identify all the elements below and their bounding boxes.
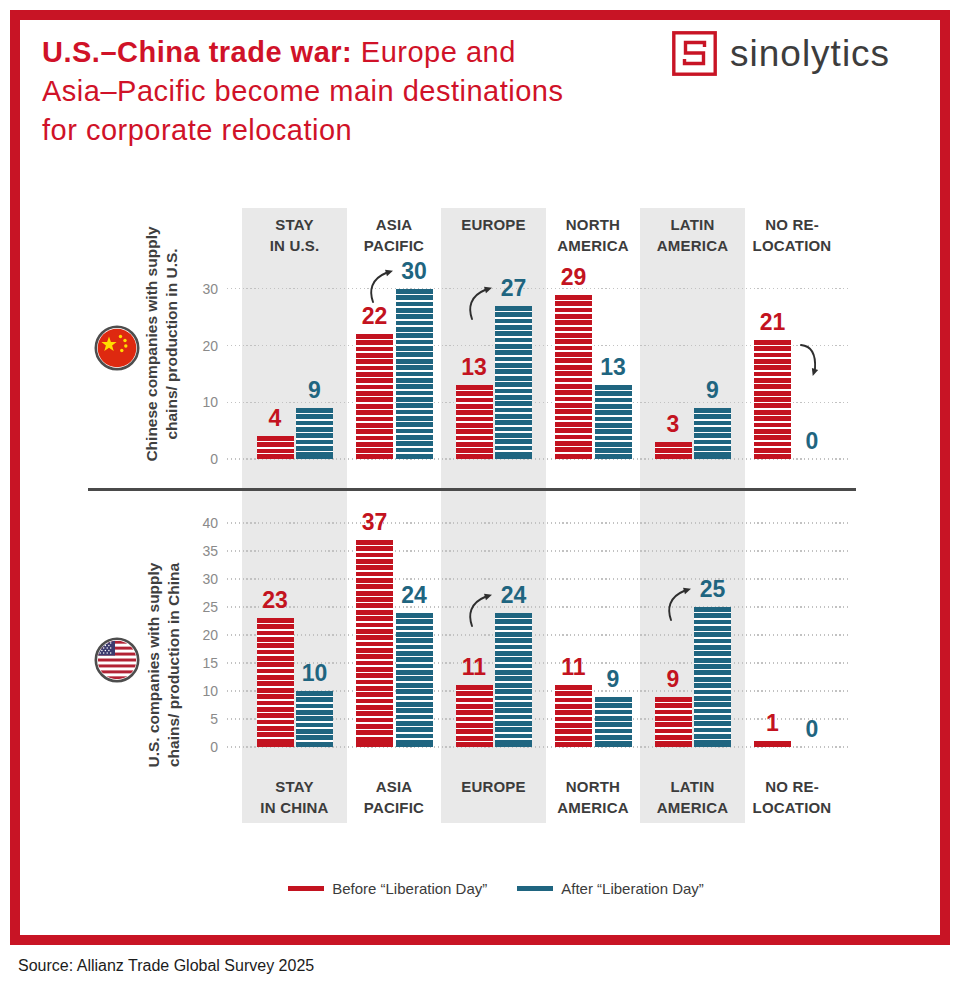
value-label: 9 — [685, 377, 741, 403]
value-label: 27 — [486, 275, 542, 301]
legend: Before “Liberation Day” After “Liberatio… — [76, 880, 916, 897]
bar-before — [655, 697, 692, 747]
panel-divider — [88, 488, 856, 491]
source-note: Source: Allianz Trade Global Survey 2025 — [18, 957, 314, 975]
bar-before — [356, 334, 393, 459]
bar-after — [296, 691, 333, 747]
bar-after — [694, 408, 731, 459]
bar-after — [396, 289, 433, 459]
bar-base-cap — [356, 454, 393, 459]
bar-after — [595, 697, 632, 747]
trend-arrow-icon — [370, 270, 394, 306]
bar-base-cap — [257, 742, 294, 747]
value-label: 30 — [386, 258, 442, 284]
chart-area: 0102030STAY IN U.S.ASIA PACIFICEUROPENOR… — [0, 0, 961, 1001]
value-label: 11 — [446, 654, 502, 680]
legend-item-after: After “Liberation Day” — [517, 880, 704, 897]
bar-base-cap — [456, 454, 493, 459]
y-axis-title-bottom: U.S. companies with supply chains/ produ… — [144, 515, 188, 815]
trend-arrow-icon — [469, 287, 493, 323]
bar-base-cap — [754, 454, 791, 459]
value-label: 29 — [546, 264, 602, 290]
category-label: STAY IN U.S. — [240, 214, 350, 256]
bar-base-cap — [694, 454, 731, 459]
bar-after — [694, 607, 731, 747]
legend-label-before: Before “Liberation Day” — [332, 880, 487, 897]
bar-before — [655, 442, 692, 459]
legend-swatch-before — [288, 886, 324, 892]
bar-before — [356, 540, 393, 747]
bar-base-cap — [595, 742, 632, 747]
bar-base-cap — [655, 454, 692, 459]
bar-base-cap — [495, 742, 532, 747]
gridline — [227, 522, 848, 523]
gridline — [227, 578, 848, 579]
bar-base-cap — [296, 454, 333, 459]
bar-after — [595, 385, 632, 459]
value-label: 23 — [247, 587, 303, 613]
bar-before — [456, 685, 493, 747]
value-label: 13 — [585, 354, 641, 380]
category-label: NO RE- LOCATION — [737, 776, 847, 818]
bar-after — [296, 408, 333, 459]
category-label: ASIA PACIFIC — [339, 776, 449, 818]
bar-base-cap — [754, 742, 791, 747]
value-label: 9 — [645, 666, 701, 692]
bar-base-cap — [495, 454, 532, 459]
gridline — [227, 550, 848, 551]
value-label: 0 — [784, 428, 840, 454]
category-label: NO RE- LOCATION — [737, 214, 847, 256]
legend-label-after: After “Liberation Day” — [561, 880, 704, 897]
bar-after — [495, 306, 532, 459]
bar-base-cap — [396, 742, 433, 747]
legend-item-before: Before “Liberation Day” — [288, 880, 487, 897]
value-label: 9 — [585, 666, 641, 692]
category-label: LATIN AMERICA — [638, 776, 748, 818]
value-label: 37 — [347, 509, 403, 535]
value-label: 9 — [287, 377, 343, 403]
bar-before — [754, 741, 791, 747]
bar-before — [456, 385, 493, 459]
legend-swatch-after — [517, 886, 553, 892]
bar-base-cap — [396, 454, 433, 459]
bar-before — [555, 685, 592, 747]
bar-after — [396, 613, 433, 747]
category-label: LATIN AMERICA — [638, 214, 748, 256]
bar-base-cap — [555, 742, 592, 747]
bar-base-cap — [694, 742, 731, 747]
value-label: 24 — [386, 582, 442, 608]
bar-base-cap — [555, 454, 592, 459]
category-label: EUROPE — [439, 776, 549, 797]
bar-base-cap — [356, 742, 393, 747]
category-label: NORTH AMERICA — [538, 214, 648, 256]
y-axis-title-top: Chinese companies with supply chains/ pr… — [142, 194, 186, 494]
trend-arrow-icon — [800, 342, 822, 378]
value-label: 3 — [645, 411, 701, 437]
value-label: 21 — [745, 309, 801, 335]
category-label: NORTH AMERICA — [538, 776, 648, 818]
value-label: 0 — [784, 716, 840, 742]
bar-base-cap — [296, 742, 333, 747]
trend-arrow-icon — [469, 594, 493, 630]
bar-base-cap — [595, 454, 632, 459]
value-label: 25 — [685, 576, 741, 602]
bar-base-cap — [456, 742, 493, 747]
bar-before — [257, 436, 294, 459]
category-label: STAY IN CHINA — [240, 776, 350, 818]
category-label: ASIA PACIFIC — [339, 214, 449, 256]
us-flag-icon — [94, 637, 140, 683]
bar-after — [495, 613, 532, 747]
value-label: 24 — [486, 582, 542, 608]
value-label: 22 — [347, 303, 403, 329]
china-flag-icon — [94, 325, 140, 371]
category-label: EUROPE — [439, 214, 549, 235]
gridline — [227, 634, 848, 635]
value-label: 4 — [247, 405, 303, 431]
trend-arrow-icon — [668, 588, 692, 624]
value-label: 13 — [446, 354, 502, 380]
value-label: 10 — [287, 660, 343, 686]
bar-base-cap — [257, 454, 294, 459]
bar-base-cap — [655, 742, 692, 747]
